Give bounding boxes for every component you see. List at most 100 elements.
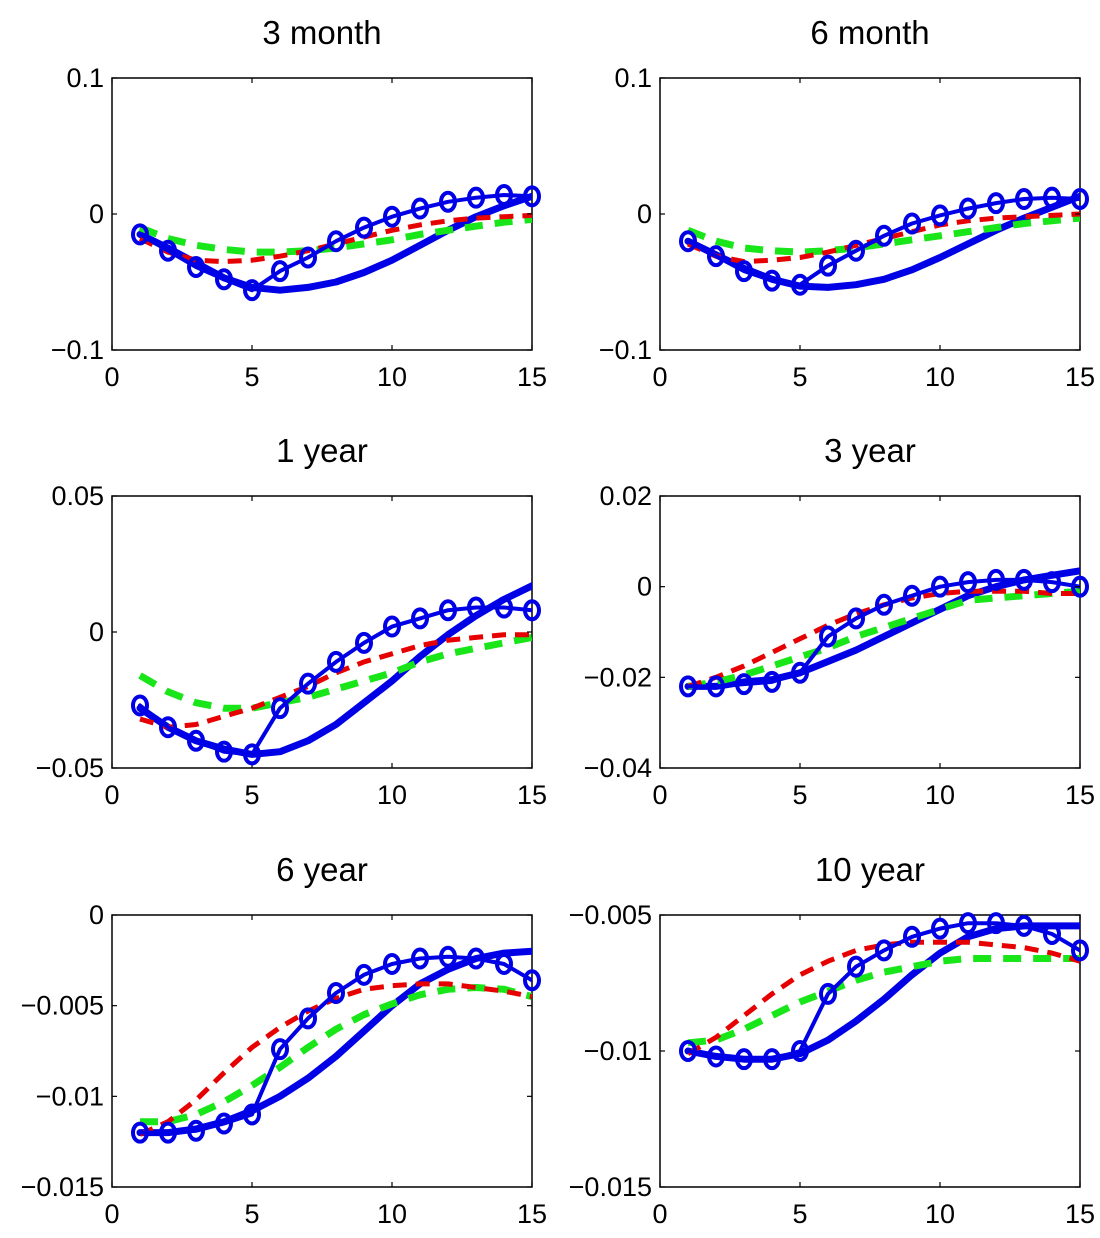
panel-3-year-ytick-label: 0.02 xyxy=(599,481,652,511)
panel-6-year-marker-point xyxy=(411,947,429,970)
panel-10-year-marker-point xyxy=(735,1048,753,1071)
panel-1-year-marker-point xyxy=(495,596,513,619)
panel-6-year-axes-box xyxy=(111,914,533,1188)
panel-10-year-marker-point xyxy=(931,917,949,940)
panel-10-year-marker-point xyxy=(1043,923,1061,946)
panel-3-month-marker-point xyxy=(467,186,485,209)
panel-6-month-marker-point xyxy=(1043,186,1061,209)
panel-3-month-xtick-label: 15 xyxy=(517,362,547,392)
panel-3-month-marker-point xyxy=(271,260,289,283)
panel-10-year-marker-point xyxy=(1015,914,1033,937)
panel-10-year-marker-point xyxy=(791,1040,809,1062)
panel-3-month-marker-point xyxy=(243,279,261,302)
panel-6-year-marker-point xyxy=(355,963,373,986)
panel-6-year-marker-point xyxy=(159,1121,177,1144)
panel-3-year-marker-point xyxy=(763,670,781,693)
panel-3-year-marker-point xyxy=(707,675,725,698)
panel-3-month-marker-point xyxy=(439,190,457,213)
panel-6-month-marker-point xyxy=(987,192,1005,215)
panel-3-year-marker-point xyxy=(819,625,837,648)
panel-10-year-marker-point xyxy=(847,955,865,978)
panel-6-month-marker-point xyxy=(707,245,725,268)
panel-10-year-marker-point xyxy=(987,912,1005,935)
panel-6-year-series-red-line xyxy=(138,981,532,1137)
panel-3-month-ytick-label: 0.1 xyxy=(66,63,104,93)
panel-10-year-series-green-line xyxy=(687,955,1080,1047)
panel-3-month-marker-point xyxy=(355,216,373,239)
panel-3-month-marker-point xyxy=(215,268,233,291)
panel-6-year-series-marker-line xyxy=(138,954,532,1135)
panel-1-year-marker-point xyxy=(215,740,233,763)
panel-10-year: 10 year 0 5 10 15 −0.015 −0.01 −0.005 xyxy=(569,851,1095,1229)
panel-3-month-data xyxy=(136,192,532,294)
panel-6-year-xtick-label: 5 xyxy=(244,1199,259,1229)
panel-3-month-marker-point xyxy=(411,197,429,220)
panel-6-month-xtick-label: 15 xyxy=(1065,362,1095,392)
panel-1-year-xtick-label: 0 xyxy=(104,780,119,810)
panel-1-year-marker-point xyxy=(327,650,345,673)
panel-10-year-ytick-label: −0.005 xyxy=(569,900,652,930)
panel-6-year: 6 year 0 5 10 15 −0.015 −0.01 −0.005 0 xyxy=(21,851,547,1229)
panel-3-month-marker-point xyxy=(383,205,401,228)
panel-6-month-ytick-label: −0.1 xyxy=(599,335,652,365)
panel-6-month-marker-point xyxy=(903,212,921,235)
panel-10-year-ytick-label: −0.015 xyxy=(569,1172,652,1202)
panel-1-year-xtick-label: 5 xyxy=(244,780,259,810)
panel-6-month-xtick-label: 0 xyxy=(652,362,667,392)
panel-6-month-title: 6 month xyxy=(810,14,929,51)
panel-3-year-marker-point xyxy=(903,584,921,607)
panel-6-month-marker-point xyxy=(763,269,781,292)
panel-3-month-xtick-label: 0 xyxy=(104,362,119,392)
panel-10-year-marker-point xyxy=(875,939,893,962)
panel-1-year-marker-point xyxy=(243,743,261,766)
panel-6-year-data xyxy=(136,947,532,1137)
panel-6-month-marker-point xyxy=(847,239,865,262)
panel-10-year-xtick-label: 10 xyxy=(925,1199,955,1229)
panel-6-month-marker-point xyxy=(959,197,977,220)
panel-1-year-xtick-label: 15 xyxy=(517,780,547,810)
panel-3-year-axes-box xyxy=(659,495,1081,769)
panel-6-year-marker-point xyxy=(467,947,485,970)
panel-1-year-marker-point xyxy=(355,631,373,654)
panel-6-year-xtick-label: 10 xyxy=(377,1199,407,1229)
panel-1-year-marker-point xyxy=(523,599,541,622)
panel-3-year-ytick-label: −0.04 xyxy=(584,753,652,783)
panel-3-month-series-red-line xyxy=(138,212,532,265)
panel-6-year-marker-point xyxy=(271,1038,289,1061)
panel-3-month-series-marker-line xyxy=(138,193,532,293)
panel-6-month-marker-point xyxy=(679,230,697,253)
panel-10-year-series-red-line xyxy=(686,939,1080,1056)
panel-1-year-series-green-line xyxy=(138,633,532,712)
panel-6-year-ytick-label: 0 xyxy=(89,900,104,930)
panel-6-year-marker-point xyxy=(495,952,513,975)
panel-3-month-xtick-label: 10 xyxy=(377,362,407,392)
panel-1-year-marker-point xyxy=(411,607,429,630)
panel-3-month-ytick-label: −0.1 xyxy=(51,335,104,365)
panel-10-year-marker-point xyxy=(1071,939,1089,962)
panel-3-year-xtick-label: 5 xyxy=(792,780,807,810)
panel-3-month-marker-point xyxy=(327,230,345,253)
panel-3-month-xtick-label: 5 xyxy=(244,362,259,392)
panel-6-year-xtick-label: 0 xyxy=(104,1199,119,1229)
panel-3-year-series-green-line xyxy=(687,587,1080,690)
panel-6-month-series-red-line xyxy=(686,211,1080,265)
panel-1-year-ytick-label: 0.05 xyxy=(51,481,104,511)
panel-1-year-ytick-label: −0.05 xyxy=(36,753,104,783)
panel-6-month-ytick-label: 0 xyxy=(637,199,652,229)
panel-6-year-marker-point xyxy=(383,952,401,975)
panel-6-year-marker-point xyxy=(187,1119,205,1142)
panel-3-year-marker-point xyxy=(1071,575,1089,598)
panel-6-year-marker-point xyxy=(439,945,457,968)
panel-6-year-ytick-label: −0.015 xyxy=(21,1172,104,1202)
panel-6-month-marker-point xyxy=(791,273,809,296)
panel-6-month-marker-point xyxy=(931,204,949,227)
panel-6-year-ytick-label: −0.005 xyxy=(21,991,104,1021)
panel-1-year-marker-point xyxy=(271,697,289,720)
panel-3-year-ytick-label: 0 xyxy=(637,572,652,602)
panel-3-month-marker-point xyxy=(159,239,177,262)
panel-3-year-marker-point xyxy=(679,675,697,698)
panel-1-year-data xyxy=(136,582,532,758)
panel-6-year-marker-point xyxy=(243,1103,261,1126)
